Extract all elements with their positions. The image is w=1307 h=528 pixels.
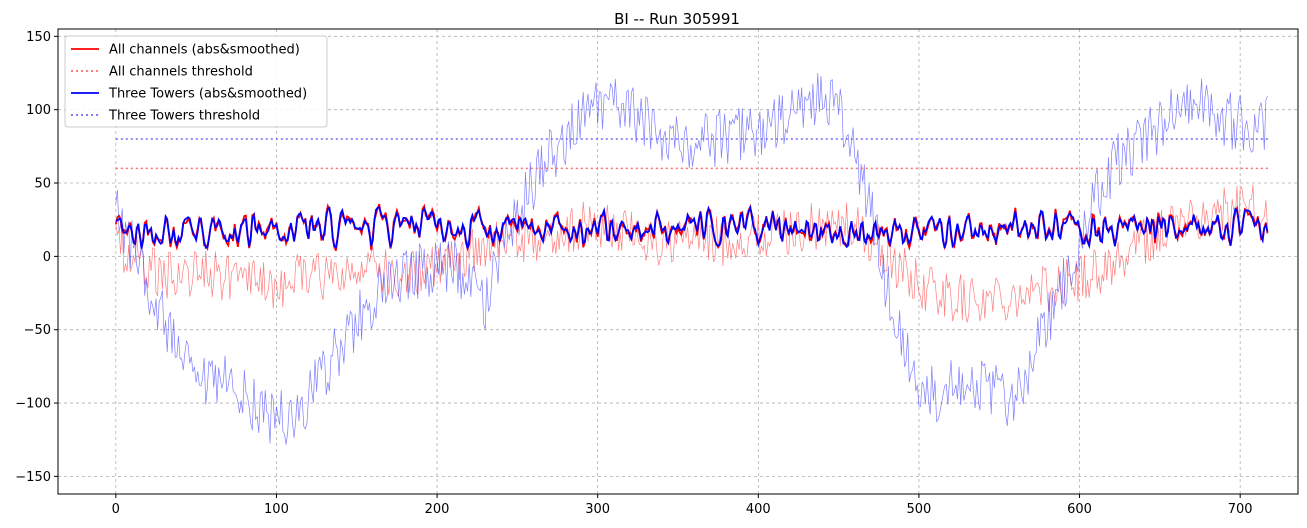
y-tick-label: −50 — [24, 323, 51, 338]
legend-label: All channels threshold — [109, 65, 253, 80]
y-tick-label: −100 — [15, 397, 51, 412]
smoothed-series-line — [115, 204, 1269, 250]
legend: All channels (abs&smoothed) All channels … — [64, 35, 328, 128]
x-tick-label: 0 — [112, 502, 120, 517]
legend-label: Three Towers (abs&smoothed) — [108, 87, 307, 102]
raw-series-line — [115, 184, 1268, 323]
x-tick-label: 300 — [585, 502, 610, 517]
y-tick-label: 100 — [26, 103, 51, 118]
x-tick-label: 200 — [425, 502, 450, 517]
plot-frame — [57, 28, 1299, 495]
y-tick-label: 0 — [43, 250, 51, 265]
x-axis-ticks: 0 100 200 300 400 500 600 700 — [112, 494, 1253, 517]
series-layer — [114, 73, 1270, 445]
legend-box — [64, 35, 328, 128]
x-tick-label: 600 — [1067, 502, 1092, 517]
chart-title: BI -- Run 305991 — [614, 10, 740, 28]
y-tick-label: −150 — [15, 470, 51, 485]
x-tick-label: 700 — [1228, 502, 1253, 517]
x-tick-label: 100 — [264, 502, 289, 517]
legend-label: Three Towers threshold — [108, 109, 260, 124]
raw-series-line — [115, 73, 1268, 445]
legend-label: All channels (abs&smoothed) — [109, 43, 300, 58]
y-axis-ticks: −150 −100 −50 0 50 100 150 — [15, 30, 58, 485]
x-tick-label: 500 — [907, 502, 932, 517]
y-tick-label: 50 — [34, 177, 51, 192]
x-tick-label: 400 — [746, 502, 771, 517]
y-tick-label: 150 — [26, 30, 51, 45]
